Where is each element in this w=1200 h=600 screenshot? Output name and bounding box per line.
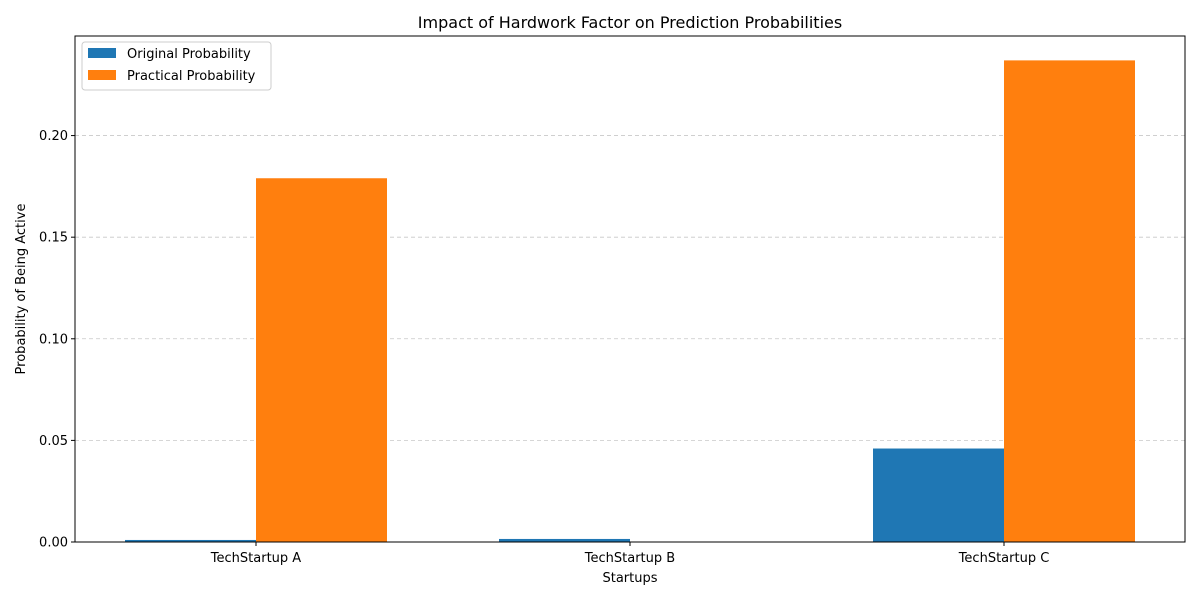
legend-box	[81, 41, 272, 91]
legend-swatch-practical	[88, 70, 116, 80]
bars	[125, 60, 1135, 542]
legend-swatch-original	[88, 48, 116, 58]
y-axis-label: Probability of Being Active	[14, 204, 29, 375]
bar-practical-3	[1004, 60, 1135, 542]
bar-practical-1	[256, 178, 387, 542]
legend-label-original: Original Probability	[127, 47, 251, 62]
y-tick-label: 0.10	[39, 332, 68, 347]
x-tick-label: TechStartup C	[958, 551, 1050, 566]
bar-original-2	[499, 538, 630, 542]
bar-original-3	[873, 448, 1004, 542]
chart-title: Impact of Hardwork Factor on Prediction …	[418, 13, 842, 32]
legend: Original Probability Practical Probabili…	[81, 41, 272, 91]
x-tick-label: TechStartup A	[210, 551, 301, 566]
y-tick-label: 0.05	[39, 434, 68, 449]
y-tick-label: 0.15	[39, 231, 68, 246]
bar-original-1	[125, 539, 256, 542]
x-axis-ticks: TechStartup A TechStartup B TechStartup C	[210, 542, 1049, 566]
y-tick-label: 0.00	[39, 536, 68, 551]
x-axis-label: Startups	[602, 571, 657, 586]
y-tick-label: 0.20	[39, 129, 68, 144]
x-tick-label: TechStartup B	[584, 551, 675, 566]
y-axis-ticks: 0.00 0.05 0.10 0.15 0.20	[39, 129, 75, 551]
legend-label-practical: Practical Probability	[127, 69, 256, 84]
